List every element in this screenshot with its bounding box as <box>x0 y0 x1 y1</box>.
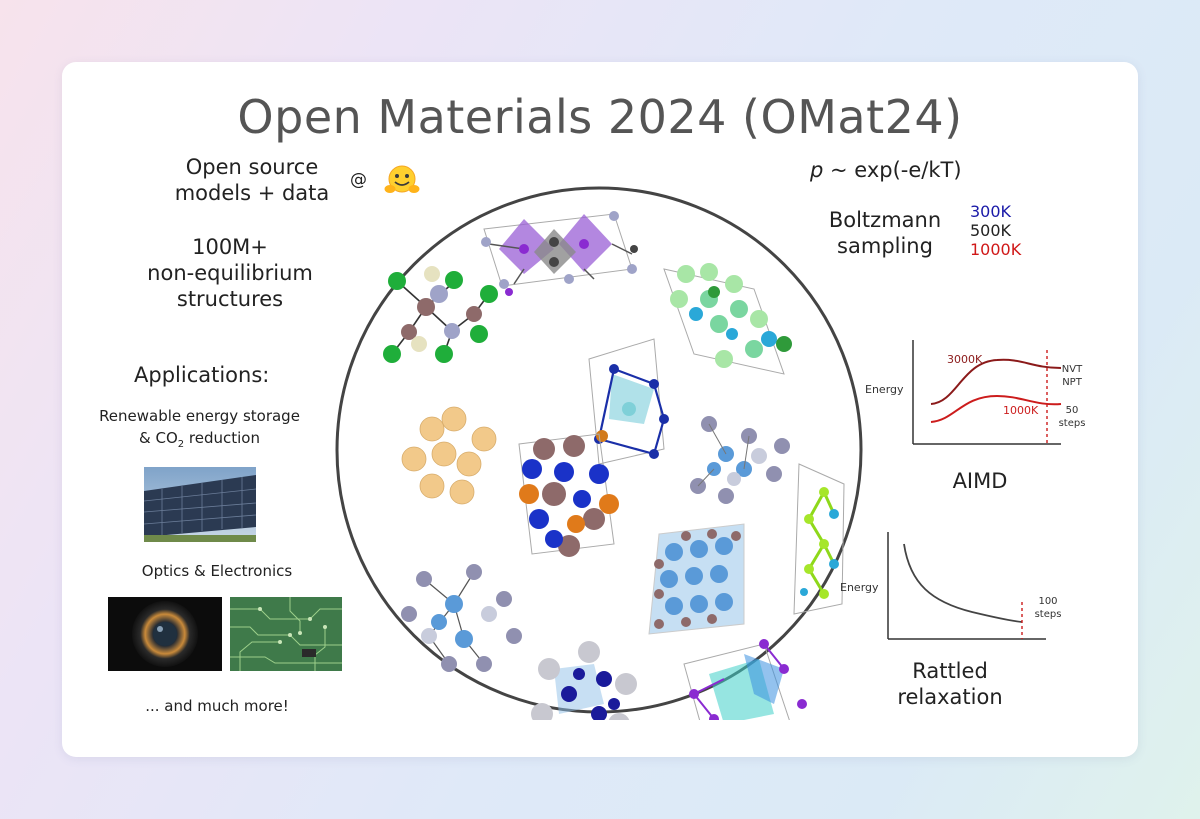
aimd-label: AIMD <box>952 469 1008 493</box>
temperature-500k: 500K <box>970 221 1012 240</box>
relaxation-chart: Energy 100 steps <box>840 532 1062 640</box>
hugging-face-icon <box>384 165 420 193</box>
aimd-steps-value: 50 <box>1066 405 1079 416</box>
renewable-text: Renewable energy storage & CO2 reduction <box>99 407 300 450</box>
aimd-ylabel: Energy <box>865 383 904 396</box>
circuit-board-photo <box>230 597 342 671</box>
boltzmann-sampling-text: Boltzmann sampling <box>828 208 942 258</box>
crystal-structure-lattice <box>648 523 745 635</box>
aimd-label-3000k: 3000K <box>947 353 983 366</box>
temperature-1000k: 1000K <box>970 240 1022 259</box>
aimd-ensemble-npt: NPT <box>1062 377 1083 388</box>
aimd-ensemble-nvt: NVT <box>1062 364 1083 375</box>
structures-circle <box>335 186 863 720</box>
relax-ylabel: Energy <box>840 581 879 594</box>
crystal-structure-yellow <box>401 406 497 505</box>
slide-card: Open Materials 2024 (OMat24) Open source… <box>62 62 1138 757</box>
relax-steps-value: 100 <box>1038 596 1057 607</box>
crystal-structure-bottom-right <box>683 639 807 720</box>
crystal-structure-blue-cell <box>588 338 669 465</box>
temperature-300k: 300K <box>970 202 1012 221</box>
aimd-chart: Energy 3000K 1000K NVT NPT 50 steps <box>865 340 1086 445</box>
crystal-structure-purple <box>481 211 638 296</box>
much-more-text: ... and much more! <box>145 697 289 715</box>
aimd-steps-unit: steps <box>1059 418 1086 429</box>
relax-steps-unit: steps <box>1035 609 1062 620</box>
relaxation-label: Rattled relaxation <box>897 659 1003 709</box>
crystal-structure-orange <box>518 433 619 557</box>
boltzmann-formula: p ~ exp(-e/kT) <box>810 158 962 182</box>
crystal-structure-rocksalt <box>383 266 498 363</box>
applications-heading: Applications: <box>134 363 270 387</box>
crystal-structure-green <box>663 263 792 375</box>
camera-lens-photo <box>108 597 222 671</box>
solar-panel-photo <box>144 467 256 542</box>
aimd-curve-1000k <box>930 394 1062 423</box>
crystal-structure-lavender <box>690 416 790 504</box>
crystal-structure-bottom-center <box>531 641 637 720</box>
aimd-label-1000k: 1000K <box>1003 404 1039 417</box>
structures-text: 100M+ non-equilibrium structures <box>147 235 313 311</box>
relax-curve <box>903 543 1023 623</box>
crystal-structure-chain <box>793 463 845 615</box>
page-title: Open Materials 2024 (OMat24) <box>237 90 963 144</box>
crystal-structure-bottom-left <box>401 564 522 672</box>
temperature-list: 300K 500K 1000K <box>970 202 1021 259</box>
aimd-curve-3000k <box>930 358 1062 405</box>
optics-text: Optics & Electronics <box>141 562 293 580</box>
at-symbol: @ <box>350 170 367 190</box>
open-source-text: Open source models + data <box>174 155 330 205</box>
